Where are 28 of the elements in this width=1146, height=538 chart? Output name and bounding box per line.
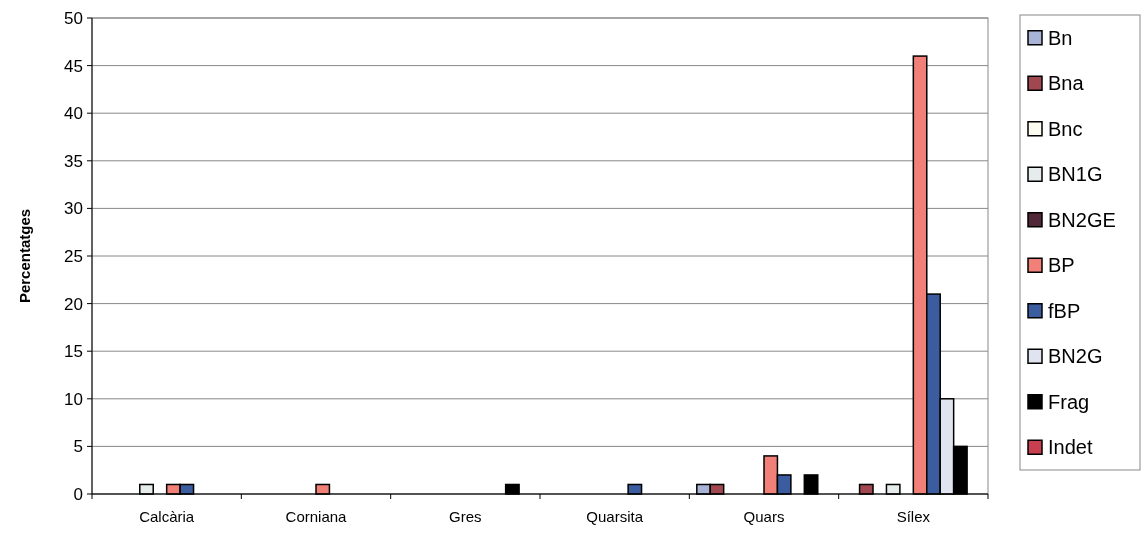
x-tick-label: Quarsita (586, 508, 644, 525)
legend-label: Bnc (1048, 117, 1083, 140)
y-tick-label: 10 (64, 389, 83, 409)
y-tick-label: 45 (64, 56, 83, 76)
legend-label: BN1G (1048, 163, 1103, 186)
y-tick-label: 25 (64, 246, 83, 266)
legend-label: BN2GE (1048, 208, 1116, 231)
x-tick-label: Gres (449, 508, 482, 525)
y-tick-label: 0 (73, 484, 83, 504)
legend-label: fBP (1048, 299, 1081, 322)
legend-label: Frag (1048, 390, 1090, 413)
x-tick-label: Sílex (896, 508, 931, 525)
legend-label: Bn (1048, 26, 1073, 49)
x-tick-label: Calcària (139, 508, 195, 525)
y-tick-label: 5 (73, 437, 83, 457)
y-tick-label: 50 (64, 8, 83, 28)
x-tick-label: Corniana (285, 508, 348, 525)
y-tick-label: 15 (64, 342, 83, 362)
legend-label: BN2G (1048, 345, 1103, 368)
y-tick-label: 20 (64, 294, 83, 314)
y-tick-label: 30 (64, 199, 83, 219)
x-tick-label: Quars (743, 508, 785, 525)
legend-label: Indet (1048, 436, 1093, 459)
y-axis-title: Percentatges (16, 208, 33, 304)
y-tick-label: 35 (64, 151, 83, 171)
legend-label: BP (1048, 254, 1075, 277)
legend-label: Bna (1048, 72, 1085, 95)
y-tick-label: 40 (64, 104, 83, 124)
